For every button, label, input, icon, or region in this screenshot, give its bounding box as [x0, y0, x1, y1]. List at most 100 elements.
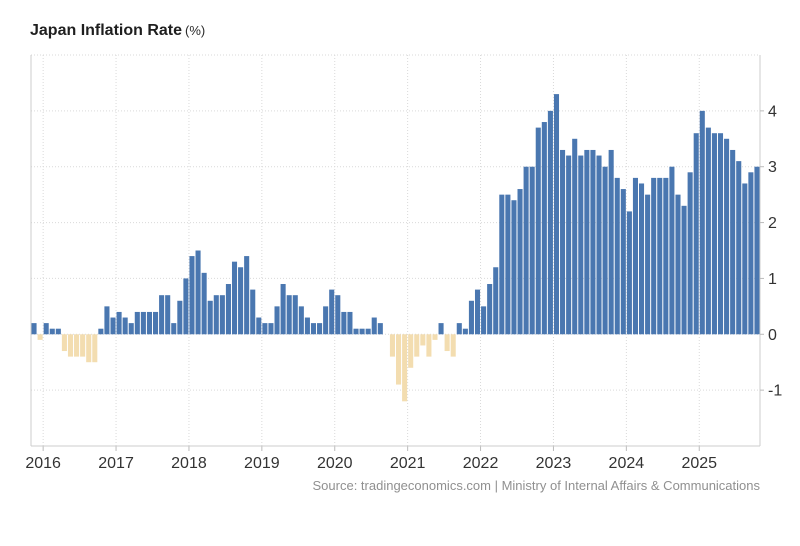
inflation-bar[interactable] — [49, 328, 55, 335]
inflation-bar[interactable] — [578, 155, 584, 335]
inflation-bar[interactable] — [389, 334, 395, 357]
inflation-bar[interactable] — [43, 323, 49, 335]
inflation-bar[interactable] — [225, 284, 231, 335]
inflation-bar[interactable] — [730, 149, 736, 335]
inflation-bar[interactable] — [183, 278, 189, 335]
inflation-bar[interactable] — [645, 194, 651, 335]
inflation-bar[interactable] — [517, 189, 523, 335]
inflation-bar[interactable] — [681, 205, 687, 335]
inflation-bar[interactable] — [31, 323, 37, 335]
inflation-bar[interactable] — [632, 177, 638, 335]
inflation-bar[interactable] — [371, 317, 377, 335]
inflation-bar[interactable] — [523, 166, 529, 335]
inflation-bar[interactable] — [201, 272, 207, 335]
inflation-bar[interactable] — [487, 284, 493, 335]
inflation-bar[interactable] — [541, 122, 547, 335]
inflation-bar[interactable] — [511, 200, 517, 335]
inflation-bar[interactable] — [61, 334, 67, 352]
inflation-bar[interactable] — [323, 306, 329, 335]
inflation-bar[interactable] — [37, 334, 43, 340]
inflation-bar[interactable] — [620, 189, 626, 335]
inflation-bar[interactable] — [493, 267, 499, 335]
inflation-bar[interactable] — [663, 177, 669, 335]
inflation-bar[interactable] — [699, 110, 705, 335]
inflation-bar[interactable] — [414, 334, 420, 357]
inflation-bar[interactable] — [250, 289, 256, 335]
inflation-bar[interactable] — [98, 328, 104, 335]
inflation-bar[interactable] — [292, 295, 298, 335]
inflation-bar[interactable] — [596, 155, 602, 335]
inflation-bar[interactable] — [408, 334, 414, 368]
inflation-bar[interactable] — [614, 177, 620, 335]
inflation-bar[interactable] — [572, 138, 578, 335]
inflation-bar[interactable] — [116, 311, 122, 335]
inflation-bar[interactable] — [566, 155, 572, 335]
inflation-bar[interactable] — [657, 177, 663, 335]
inflation-bar[interactable] — [140, 311, 146, 335]
inflation-bar[interactable] — [55, 328, 61, 335]
inflation-bar[interactable] — [474, 289, 481, 335]
inflation-bar[interactable] — [365, 328, 371, 335]
inflation-bar[interactable] — [402, 334, 408, 402]
inflation-bar[interactable] — [329, 289, 335, 335]
inflation-bar[interactable] — [231, 261, 238, 335]
inflation-bar[interactable] — [298, 306, 304, 335]
inflation-bar[interactable] — [748, 172, 754, 335]
inflation-bar[interactable] — [553, 94, 560, 335]
inflation-bar[interactable] — [651, 177, 657, 335]
inflation-bar[interactable] — [165, 295, 171, 335]
inflation-bar[interactable] — [268, 323, 274, 335]
inflation-bar[interactable] — [505, 194, 511, 335]
inflation-bar[interactable] — [468, 300, 474, 335]
inflation-bar[interactable] — [244, 256, 250, 335]
inflation-bar[interactable] — [207, 300, 213, 335]
inflation-bar[interactable] — [74, 334, 80, 357]
inflation-bar[interactable] — [462, 328, 468, 335]
inflation-bar[interactable] — [450, 334, 456, 357]
inflation-bar[interactable] — [262, 323, 268, 335]
inflation-bar[interactable] — [717, 133, 724, 335]
inflation-bar[interactable] — [608, 149, 614, 335]
inflation-bar[interactable] — [396, 334, 402, 385]
inflation-bar[interactable] — [669, 166, 675, 335]
inflation-bar[interactable] — [104, 306, 110, 335]
inflation-bar[interactable] — [420, 334, 426, 346]
inflation-bar[interactable] — [444, 334, 450, 352]
inflation-bar[interactable] — [159, 295, 165, 335]
inflation-bar[interactable] — [705, 127, 711, 335]
inflation-bar[interactable] — [153, 311, 159, 335]
inflation-bar[interactable] — [341, 311, 347, 335]
inflation-bar[interactable] — [146, 311, 152, 335]
inflation-bar[interactable] — [499, 194, 505, 335]
inflation-bar[interactable] — [67, 334, 74, 357]
inflation-bar[interactable] — [359, 328, 365, 335]
inflation-bar[interactable] — [754, 166, 760, 335]
inflation-bar[interactable] — [280, 284, 286, 335]
inflation-bar[interactable] — [584, 149, 590, 335]
inflation-bar[interactable] — [274, 306, 280, 335]
inflation-bar[interactable] — [432, 334, 438, 340]
inflation-bar[interactable] — [335, 295, 341, 335]
inflation-bar[interactable] — [602, 166, 608, 335]
inflation-bar[interactable] — [456, 323, 462, 335]
inflation-bar[interactable] — [80, 334, 86, 357]
inflation-bar[interactable] — [693, 133, 699, 335]
inflation-bar[interactable] — [110, 317, 116, 335]
inflation-bar[interactable] — [639, 183, 645, 335]
inflation-bar[interactable] — [310, 323, 317, 335]
inflation-bar[interactable] — [535, 127, 541, 335]
inflation-bar[interactable] — [687, 172, 693, 335]
inflation-bar[interactable] — [134, 311, 140, 335]
inflation-bar[interactable] — [426, 334, 432, 357]
inflation-bar[interactable] — [547, 110, 553, 335]
inflation-bar[interactable] — [626, 211, 632, 335]
inflation-bar[interactable] — [481, 306, 487, 335]
inflation-bar[interactable] — [590, 149, 596, 335]
inflation-bar[interactable] — [189, 256, 195, 335]
inflation-bar[interactable] — [92, 334, 98, 363]
inflation-bar[interactable] — [195, 250, 201, 335]
inflation-bar[interactable] — [353, 328, 359, 335]
inflation-bar[interactable] — [438, 323, 444, 335]
inflation-bar[interactable] — [177, 300, 183, 335]
